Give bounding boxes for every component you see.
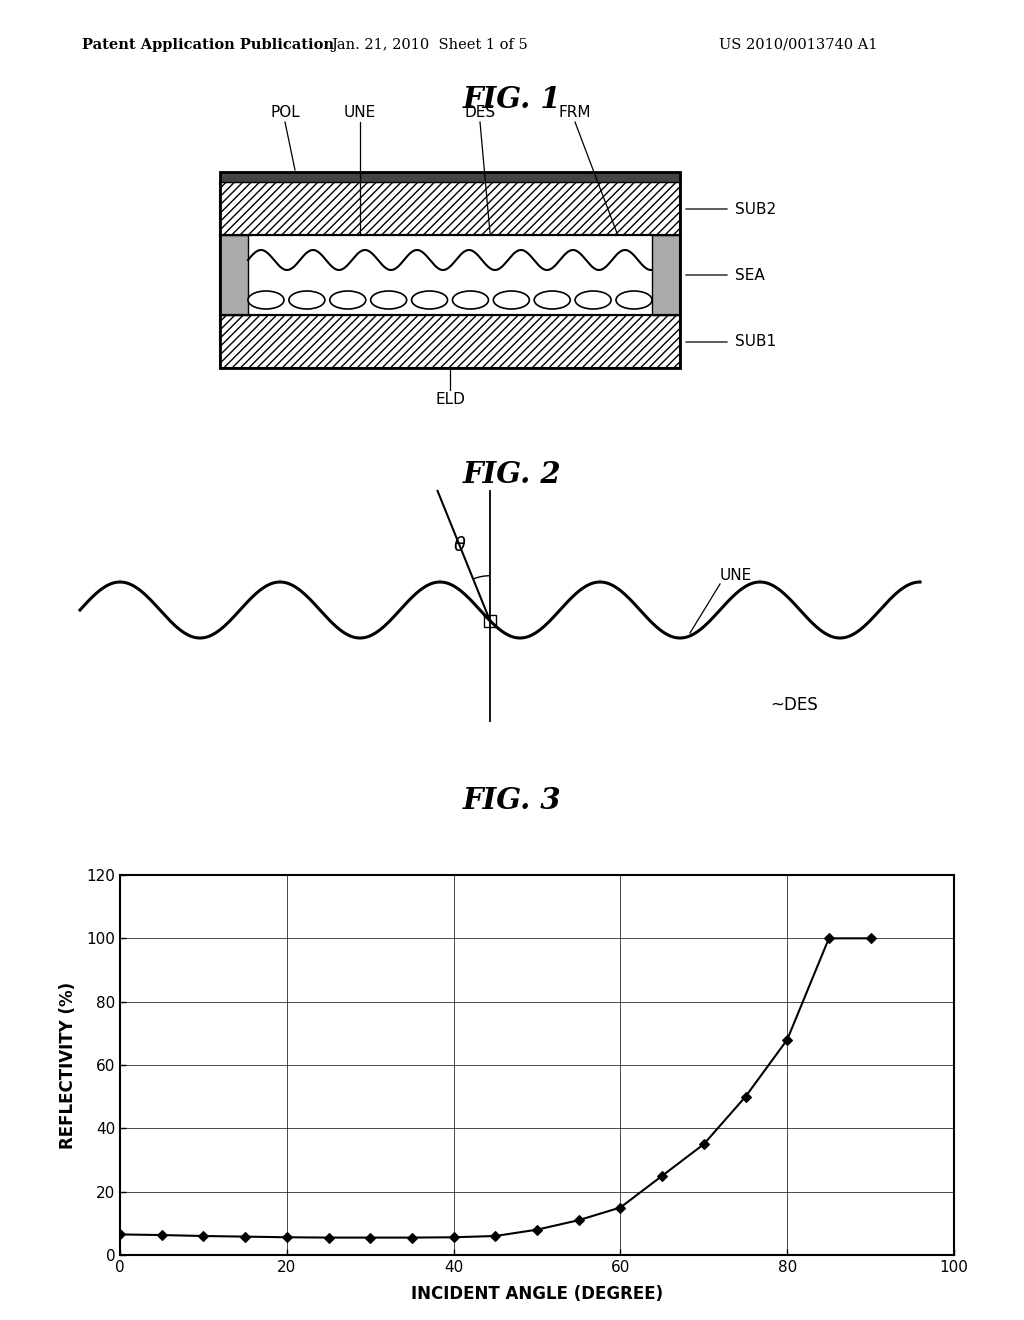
Text: POL: POL: [270, 106, 300, 120]
Ellipse shape: [575, 290, 611, 309]
Ellipse shape: [289, 290, 325, 309]
Bar: [220, 315, 680, 368]
Text: FIG. 1: FIG. 1: [463, 84, 561, 114]
Text: SEA: SEA: [735, 268, 765, 282]
Text: $\theta$: $\theta$: [454, 536, 467, 556]
Bar: [652, 235, 680, 315]
Bar: [484, 615, 496, 627]
Bar: [220, 235, 248, 315]
Text: ELD: ELD: [435, 392, 465, 407]
Bar: [220, 235, 680, 315]
Ellipse shape: [412, 290, 447, 309]
Ellipse shape: [453, 290, 488, 309]
Text: SUB1: SUB1: [735, 334, 776, 350]
Ellipse shape: [535, 290, 570, 309]
Text: ~DES: ~DES: [770, 696, 818, 714]
Bar: [220, 182, 680, 235]
Ellipse shape: [330, 290, 366, 309]
Ellipse shape: [494, 290, 529, 309]
Text: UNE: UNE: [720, 568, 753, 583]
Text: FRM: FRM: [559, 106, 591, 120]
Text: DES: DES: [465, 106, 496, 120]
Text: SUB2: SUB2: [735, 202, 776, 216]
X-axis label: INCIDENT ANGLE (DEGREE): INCIDENT ANGLE (DEGREE): [411, 1284, 664, 1303]
Text: Jan. 21, 2010  Sheet 1 of 5: Jan. 21, 2010 Sheet 1 of 5: [332, 38, 528, 51]
Text: FIG. 3: FIG. 3: [463, 785, 561, 814]
Bar: [220, 172, 680, 368]
Text: FIG. 2: FIG. 2: [463, 459, 561, 488]
Text: UNE: UNE: [344, 106, 376, 120]
Ellipse shape: [248, 290, 284, 309]
Bar: [220, 235, 680, 315]
Ellipse shape: [371, 290, 407, 309]
Text: Patent Application Publication: Patent Application Publication: [82, 38, 334, 51]
Bar: [220, 172, 680, 182]
Ellipse shape: [616, 290, 652, 309]
Y-axis label: REFLECTIVITY (%): REFLECTIVITY (%): [58, 982, 77, 1148]
Text: US 2010/0013740 A1: US 2010/0013740 A1: [720, 38, 878, 51]
